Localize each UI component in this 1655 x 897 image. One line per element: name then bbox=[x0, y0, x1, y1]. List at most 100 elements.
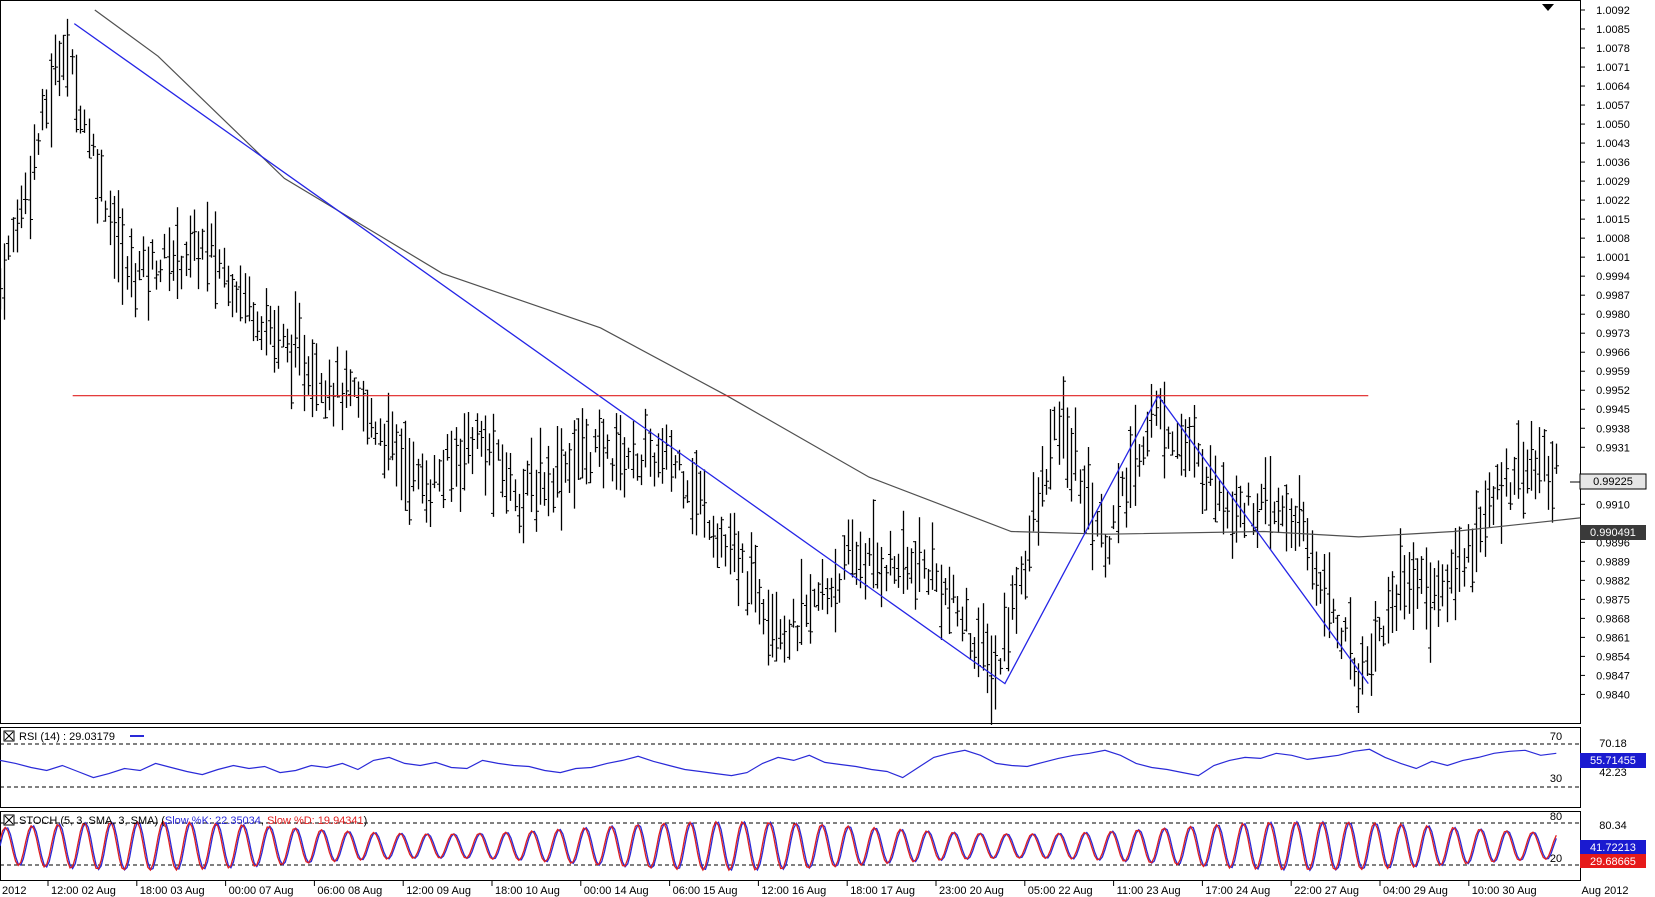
ohlc-bar bbox=[1436, 560, 1441, 627]
ohlc-bar bbox=[1162, 381, 1167, 479]
ohlc-bar bbox=[1082, 465, 1087, 534]
ohlc-bar bbox=[466, 411, 471, 464]
ohlc-bar bbox=[1095, 511, 1100, 537]
ohlc-bar bbox=[1120, 471, 1125, 497]
ohlc-bar bbox=[65, 18, 70, 97]
ohlc-bar bbox=[1499, 462, 1504, 544]
ohlc-bar bbox=[1027, 515, 1032, 572]
time-tick-label: 12:00 02 Aug bbox=[51, 885, 116, 897]
ohlc-bar bbox=[1044, 468, 1049, 495]
ohlc-bar bbox=[445, 434, 450, 461]
ohlc-bar bbox=[458, 438, 463, 512]
ohlc-bar bbox=[521, 468, 526, 544]
ohlc-bar bbox=[614, 413, 619, 490]
ohlc-bar bbox=[483, 415, 488, 496]
ohlc-bar bbox=[116, 190, 121, 283]
ohlc-bar bbox=[782, 615, 787, 663]
ohlc-bar bbox=[1424, 547, 1429, 630]
ohlc-bar bbox=[276, 305, 281, 369]
ohlc-bar bbox=[1348, 597, 1353, 680]
rsi-level-70-label: 70 bbox=[1550, 731, 1562, 743]
ohlc-bar bbox=[812, 588, 817, 608]
ohlc-bar bbox=[1478, 506, 1483, 553]
ohlc-bar bbox=[378, 418, 383, 446]
ohlc-bar bbox=[146, 246, 151, 321]
ohlc-bar bbox=[403, 420, 408, 511]
ohlc-bar bbox=[745, 571, 750, 616]
ohlc-bar bbox=[829, 577, 834, 608]
ohlc-bar bbox=[504, 452, 509, 514]
stoch-level-20-label: 20 bbox=[1550, 853, 1562, 865]
ohlc-bar bbox=[951, 574, 956, 604]
ohlc-bars bbox=[0, 18, 1559, 725]
ohlc-bar bbox=[960, 606, 965, 642]
ohlc-bar bbox=[226, 265, 231, 307]
price-tick-label: 1.0001 bbox=[1596, 252, 1630, 264]
ohlc-bar bbox=[1251, 503, 1256, 535]
ohlc-bar bbox=[150, 239, 155, 270]
ohlc-bar bbox=[1521, 441, 1526, 519]
ohlc-bar bbox=[1310, 530, 1315, 590]
ohlc-bar bbox=[200, 228, 205, 260]
ohlc-bar bbox=[428, 479, 433, 528]
time-tick-label: 05:00 22 Aug bbox=[1028, 885, 1093, 897]
ohlc-bar bbox=[588, 452, 593, 484]
price-tick-label: 0.9994 bbox=[1596, 271, 1630, 283]
ohlc-bar bbox=[896, 553, 901, 588]
ohlc-bar bbox=[1301, 501, 1306, 542]
ohlc-bar bbox=[652, 452, 657, 487]
ohlc-bar bbox=[1432, 568, 1437, 611]
ohlc-bar bbox=[1289, 498, 1294, 549]
ohlc-bar bbox=[251, 302, 256, 342]
ohlc-bar bbox=[1411, 542, 1416, 630]
ohlc-bar bbox=[538, 427, 543, 505]
ohlc-bar bbox=[858, 531, 863, 589]
ohlc-bar bbox=[660, 428, 665, 484]
ohlc-bar bbox=[1246, 482, 1251, 506]
ohlc-bar bbox=[1217, 480, 1222, 512]
ohlc-bar bbox=[964, 587, 969, 632]
ohlc-bar bbox=[542, 472, 547, 506]
ohlc-bar bbox=[141, 236, 146, 278]
ohlc-bar bbox=[1360, 636, 1365, 695]
ohlc-bar bbox=[1065, 407, 1070, 488]
ohlc-bar bbox=[1419, 556, 1424, 594]
ohlc-bar bbox=[1175, 422, 1180, 459]
ohlc-bar bbox=[804, 594, 809, 627]
ohlc-bar bbox=[1111, 505, 1116, 530]
ohlc-bar bbox=[753, 544, 758, 613]
ohlc-bar bbox=[1466, 524, 1471, 563]
ohlc-bar bbox=[28, 155, 33, 240]
ohlc-bar bbox=[306, 356, 311, 395]
ohlc-bar bbox=[884, 564, 889, 592]
ohlc-bar bbox=[1073, 407, 1078, 481]
price-tick-label: 1.0036 bbox=[1596, 157, 1630, 169]
ohlc-bar bbox=[774, 591, 779, 662]
ohlc-bar bbox=[87, 118, 92, 159]
ohlc-bar bbox=[335, 346, 340, 398]
ohlc-bar bbox=[567, 443, 572, 493]
ohlc-bar bbox=[420, 453, 425, 504]
ohlc-bar bbox=[74, 54, 79, 133]
annotations bbox=[72, 23, 1369, 685]
ohlc-bar bbox=[19, 185, 24, 229]
ohlc-bar bbox=[656, 433, 661, 478]
ohlc-bar bbox=[99, 149, 104, 202]
ohlc-bar bbox=[867, 537, 872, 566]
ohlc-bar bbox=[1453, 527, 1458, 621]
ohlc-bar bbox=[2, 243, 7, 320]
ohlc-bar bbox=[1474, 490, 1479, 573]
ohlc-bar bbox=[40, 88, 45, 131]
ohlc-bar bbox=[217, 249, 222, 279]
ohlc-bar bbox=[508, 452, 513, 501]
price-tick-label: 1.0008 bbox=[1596, 233, 1630, 245]
price-tick-label: 1.0078 bbox=[1596, 43, 1630, 55]
trendline-blue bbox=[73, 23, 1369, 685]
ohlc-bar bbox=[1090, 482, 1095, 571]
ohlc-bar bbox=[1407, 552, 1412, 614]
ohlc-bar bbox=[462, 413, 467, 491]
ohlc-bar bbox=[179, 255, 184, 290]
price-axis: 1.0092 1.0085 1.0078 1.0071 1.0064 1.0057 1.00… bbox=[1580, 5, 1630, 701]
ohlc-bar bbox=[597, 409, 602, 467]
ohlc-bar bbox=[1145, 411, 1150, 457]
